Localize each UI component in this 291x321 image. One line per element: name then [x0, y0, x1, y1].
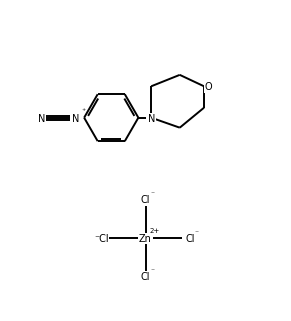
Text: ⁻: ⁻ [150, 266, 154, 275]
Text: ⁻Cl: ⁻Cl [94, 234, 109, 244]
Text: Cl: Cl [185, 234, 195, 244]
Text: O: O [205, 82, 212, 92]
Text: N: N [72, 114, 80, 124]
Text: ⁻: ⁻ [194, 228, 198, 237]
Text: N: N [148, 114, 155, 124]
Text: ⁺: ⁺ [81, 107, 86, 116]
Text: Cl: Cl [141, 272, 150, 282]
Text: 2+: 2+ [150, 228, 160, 234]
Text: ⁻: ⁻ [150, 189, 154, 198]
Text: Cl: Cl [141, 195, 150, 205]
Text: Zn: Zn [139, 234, 152, 244]
Text: N: N [38, 114, 45, 124]
